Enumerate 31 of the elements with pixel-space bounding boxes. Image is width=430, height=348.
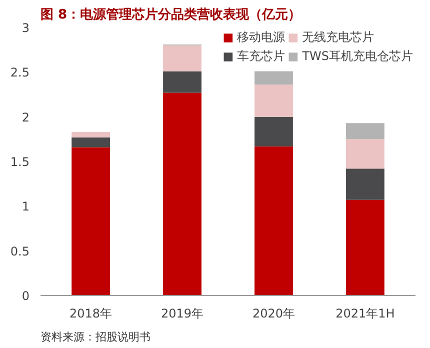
bar xyxy=(72,147,110,296)
x-tick-label: 2020年 xyxy=(252,306,296,320)
bar xyxy=(346,200,384,296)
y-tick-label: 0.5 xyxy=(10,244,30,258)
bar xyxy=(72,132,110,138)
legend-label: 无线充电芯片 xyxy=(302,29,374,46)
x-tick-label: 2021年1H xyxy=(336,306,395,320)
bar xyxy=(254,146,293,296)
bar xyxy=(72,137,110,148)
bar xyxy=(163,92,202,296)
x-tick-label: 2018年 xyxy=(70,306,112,320)
text: 资料来源：招股说明书 xyxy=(40,330,150,344)
bar xyxy=(163,45,202,72)
y-tick-label: 0 xyxy=(22,289,30,303)
bar xyxy=(346,168,384,200)
legend-label: 车充芯片 xyxy=(237,48,286,65)
bar xyxy=(346,139,384,169)
bar xyxy=(254,84,293,117)
legend-label: TWS耳机充电仓芯片 xyxy=(302,48,413,65)
y-tick-label: 2 xyxy=(22,110,30,124)
y-tick-label: 1.5 xyxy=(10,155,30,169)
bar xyxy=(254,116,293,146)
legend-label: 移动电源 xyxy=(237,29,286,46)
y-tick-label: 2.5 xyxy=(10,66,30,80)
bar xyxy=(346,123,384,140)
x-tick-label: 2019年 xyxy=(161,306,204,320)
chart-title: 图 8：电源管理芯片分品类营收表现（亿元） xyxy=(40,6,302,22)
y-tick-label: 1 xyxy=(22,200,30,214)
y-tick-label: 3 xyxy=(22,21,30,35)
bar xyxy=(254,71,293,85)
bar xyxy=(163,71,202,93)
